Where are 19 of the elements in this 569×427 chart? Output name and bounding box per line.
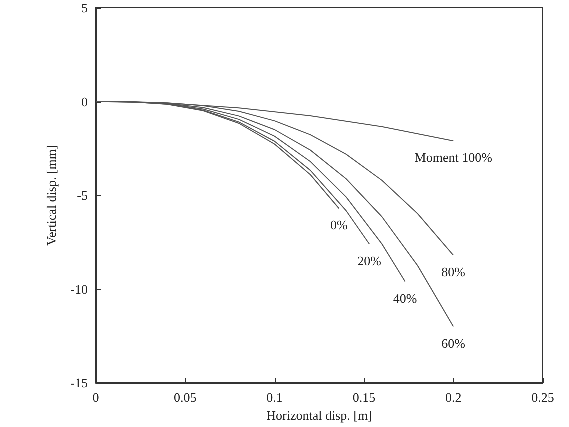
series-label: Moment 100% (414, 150, 493, 166)
x-tick-label: 0.05 (174, 390, 197, 405)
series-label: 0% (330, 218, 348, 233)
x-tick-label: 0.25 (532, 390, 554, 405)
series-label: 80% (442, 264, 466, 280)
y-tick-label: -10 (70, 282, 88, 297)
series-label: 40% (393, 290, 418, 306)
y-tick-label: 0 (82, 94, 88, 110)
series-label: 20% (358, 253, 382, 268)
x-tick-label: 0.1 (266, 390, 283, 405)
x-tick-label: 0 (92, 390, 100, 405)
y-tick-label: -5 (77, 188, 88, 203)
x-axis-title: Horizontal disp. [m] (266, 408, 372, 423)
series-label: 60% (442, 336, 466, 351)
x-tick-label: 0.15 (352, 390, 376, 405)
y-axis-title: Vertical disp. [mm] (44, 145, 59, 246)
x-tick-label: 0.2 (445, 390, 462, 405)
y-tick-label: 5 (82, 0, 88, 16)
y-tick-label: -15 (70, 376, 88, 390)
